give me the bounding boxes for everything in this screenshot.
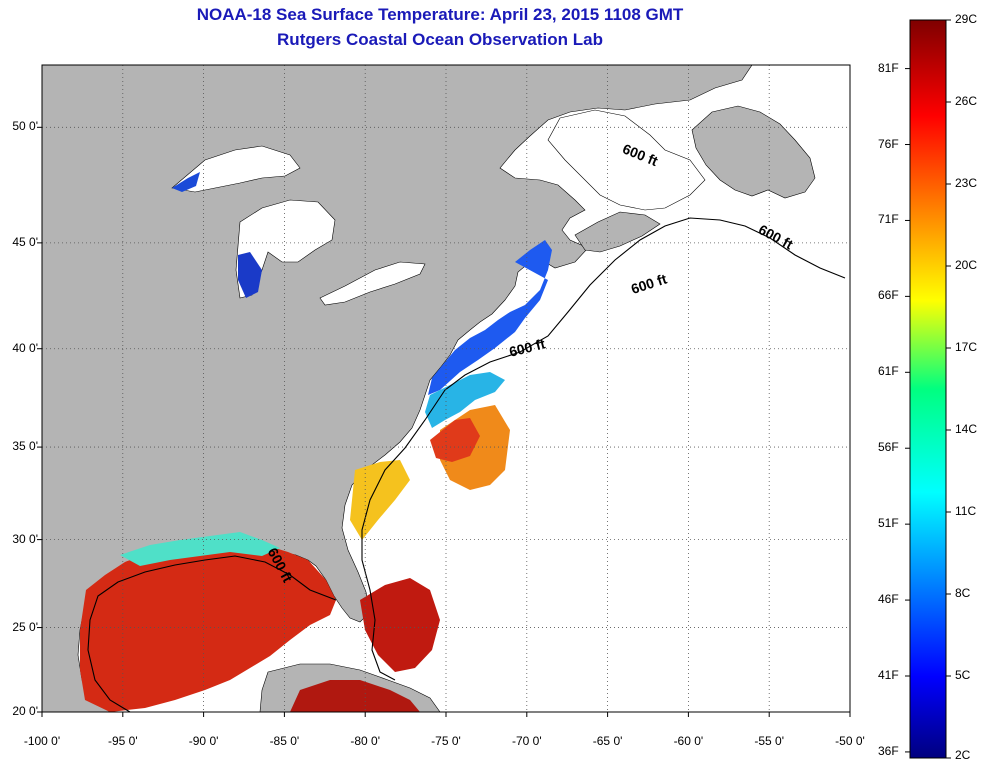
lon-tick-label: -50 0': [835, 734, 865, 748]
lat-tick-label: 20 0': [12, 704, 38, 718]
lon-tick-label: -55 0': [754, 734, 785, 748]
celsius-label: 11C: [955, 504, 977, 518]
lat-tick-label: 30 0': [12, 531, 38, 546]
florida-straits-sst: [360, 578, 440, 672]
colorbar: [909, 19, 947, 759]
lon-tick-label: -60 0': [673, 734, 704, 748]
gulf-coast-cyan: [120, 532, 280, 566]
fahrenheit-label: 61F: [878, 364, 899, 379]
contour-600ft: [361, 217, 846, 681]
st-lawrence-water: [547, 109, 706, 211]
celsius-label: 20C: [955, 258, 978, 272]
fahrenheit-label: 51F: [878, 516, 899, 531]
fahrenheit-label: 76F: [878, 136, 899, 151]
lon-tick-label: -70 0': [511, 734, 542, 748]
celsius-label: 5C: [955, 668, 971, 682]
celsius-label: 2C: [955, 748, 971, 762]
chart-subtitle: Rutgers Coastal Ocean Observation Lab: [277, 30, 603, 49]
lat-tick-label: 50 0': [12, 119, 38, 134]
lon-tick-label: -65 0': [592, 734, 623, 748]
caribbean-sst: [290, 680, 420, 712]
lake-michigan-huron: [235, 199, 336, 299]
celsius-label: 17C: [955, 340, 978, 354]
celsius-label: 26C: [955, 94, 978, 108]
gulf-of-mexico-sst: [80, 538, 336, 712]
lat-tick-label: 25 0': [12, 619, 38, 634]
mid-atlantic-sst: [425, 372, 505, 428]
gulf-stream-sst: [430, 418, 480, 462]
maritimes-land: [574, 211, 661, 253]
fahrenheit-label: 66F: [878, 288, 899, 303]
fahrenheit-label: 81F: [878, 60, 899, 75]
lake-michigan-data: [238, 252, 262, 298]
lat-tick-label: 35 0': [12, 439, 38, 454]
lon-tick-label: -85 0': [269, 734, 300, 748]
lake-superior-data: [172, 172, 200, 192]
lat-tick-label: 45 0': [12, 234, 38, 249]
colorbar-ticks: [905, 19, 951, 759]
chart-title: NOAA-18 Sea Surface Temperature: April 2…: [196, 5, 684, 24]
lon-tick-label: -90 0': [188, 734, 219, 748]
lake-superior: [171, 145, 301, 193]
lon-tick-label: -75 0': [431, 734, 461, 748]
lon-tick-label: -80 0': [350, 734, 381, 748]
celsius-label: 14C: [955, 422, 978, 436]
celsius-label: 29C: [955, 12, 978, 26]
newfoundland-land: [691, 105, 816, 199]
lon-tick-label: -95 0': [107, 734, 138, 748]
celsius-label: 8C: [955, 586, 971, 600]
lake-erie-ontario: [319, 261, 426, 306]
map-layers: [42, 65, 846, 712]
fahrenheit-label: 41F: [878, 668, 899, 682]
graticule: [42, 65, 850, 712]
lon-tick-label: -100 0': [23, 734, 61, 748]
lat-tick-label: 40 0': [12, 340, 38, 355]
contour-600ft-gulf: [87, 555, 337, 712]
fahrenheit-label: 56F: [878, 440, 899, 455]
fahrenheit-label: 71F: [878, 212, 899, 227]
celsius-label: 23C: [955, 176, 978, 190]
fahrenheit-label: 36F: [878, 743, 899, 758]
axis-ticks: [37, 126, 851, 717]
fahrenheit-label: 46F: [878, 592, 899, 607]
gulf-of-maine-sst: [428, 240, 552, 395]
